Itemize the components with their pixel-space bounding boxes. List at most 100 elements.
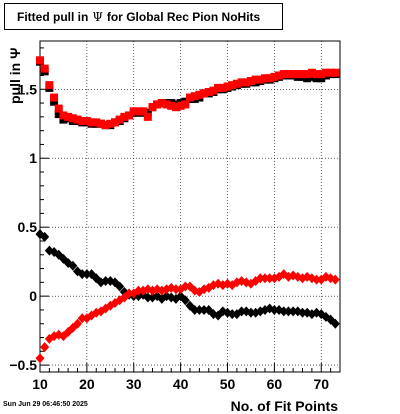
data-point [204, 88, 213, 97]
data-point [73, 318, 82, 329]
data-point [242, 78, 251, 87]
x-tick-label: 50 [220, 376, 236, 392]
data-point [143, 292, 153, 303]
data-point [214, 83, 223, 92]
grid-lines [39, 41, 340, 372]
data-point [283, 306, 293, 317]
data-point [279, 306, 289, 317]
data-point [50, 97, 59, 106]
data-point [303, 74, 312, 83]
data-point [120, 112, 129, 121]
data-point [49, 247, 59, 258]
data-point [200, 89, 209, 98]
data-points [35, 56, 340, 364]
data-point [331, 68, 340, 77]
data-point [303, 70, 312, 79]
data-point [312, 74, 321, 83]
data-point [82, 269, 92, 280]
data-point [326, 68, 335, 77]
data-point [125, 111, 134, 120]
data-point [59, 111, 68, 120]
plot-frame [39, 40, 341, 373]
axes: 10 20 30 40 50 60 70 −0.5 0 0.5 1 1.5 [9, 40, 341, 392]
data-point [148, 103, 157, 112]
data-point [54, 104, 63, 113]
data-point [260, 273, 270, 284]
data-point [96, 119, 105, 128]
data-point [87, 118, 96, 127]
x-tick-label: 10 [32, 376, 48, 392]
data-point [78, 116, 87, 125]
y-tick-label: 0 [29, 288, 37, 304]
data-point [59, 115, 68, 124]
timestamp: Sun Jun 29 06:46:50 2025 [3, 401, 88, 408]
data-point [298, 307, 307, 318]
data-point [293, 70, 302, 79]
data-point [139, 107, 148, 116]
data-point [68, 114, 77, 123]
data-point [312, 274, 322, 285]
data-point [186, 93, 194, 102]
data-point [307, 72, 316, 81]
data-point [279, 70, 288, 79]
data-point [218, 83, 227, 92]
data-point [50, 93, 59, 102]
data-point [265, 74, 274, 83]
chart-title-suffix: for Global Rec Pion NoHits [106, 9, 261, 24]
data-point [143, 112, 152, 121]
data-point [237, 306, 247, 317]
x-tick-label: 60 [267, 376, 283, 392]
data-point [275, 71, 284, 80]
data-point [317, 74, 326, 83]
data-point [330, 318, 340, 329]
data-point [115, 281, 125, 292]
x-tick-label: 30 [126, 376, 142, 392]
data-point [237, 78, 246, 87]
data-point [261, 74, 269, 83]
data-point [195, 90, 204, 99]
data-point [246, 307, 256, 318]
data-point [167, 101, 176, 110]
y-tick-label: 1 [29, 150, 37, 166]
data-point [54, 110, 63, 119]
data-point [321, 68, 330, 77]
data-point [36, 56, 44, 65]
chart-title-prefix: Fitted pull in [17, 9, 89, 24]
data-point [101, 275, 111, 286]
data-point [317, 70, 326, 79]
data-point [115, 115, 124, 124]
data-point [40, 231, 50, 242]
data-point [77, 269, 87, 280]
x-tick-label: 40 [173, 376, 189, 392]
data-point [228, 81, 237, 90]
data-point [246, 76, 255, 85]
data-point [176, 101, 185, 110]
data-point [312, 70, 321, 79]
series-3 [35, 229, 340, 329]
data-point [171, 284, 181, 295]
data-point [45, 81, 54, 90]
chart-title: Fitted pull in Ψ for Global Rec Pion NoH… [4, 3, 283, 30]
data-point [111, 118, 119, 127]
data-point [181, 100, 190, 109]
data-point [256, 75, 265, 84]
data-point [73, 115, 82, 124]
data-point [180, 295, 190, 306]
data-point [265, 273, 275, 284]
chart-title-symbol: Ψ [92, 9, 103, 24]
data-point [180, 281, 190, 292]
data-point [101, 121, 110, 130]
data-point [82, 116, 91, 125]
y-tick-label: −0.5 [9, 357, 37, 373]
data-point [171, 103, 180, 112]
data-point [133, 285, 143, 296]
data-point [307, 68, 316, 77]
data-point [157, 99, 166, 108]
data-point [289, 70, 298, 79]
data-point [162, 100, 171, 109]
data-point [134, 107, 143, 116]
data-point [77, 313, 87, 324]
data-point [223, 82, 232, 91]
data-point [284, 70, 293, 79]
